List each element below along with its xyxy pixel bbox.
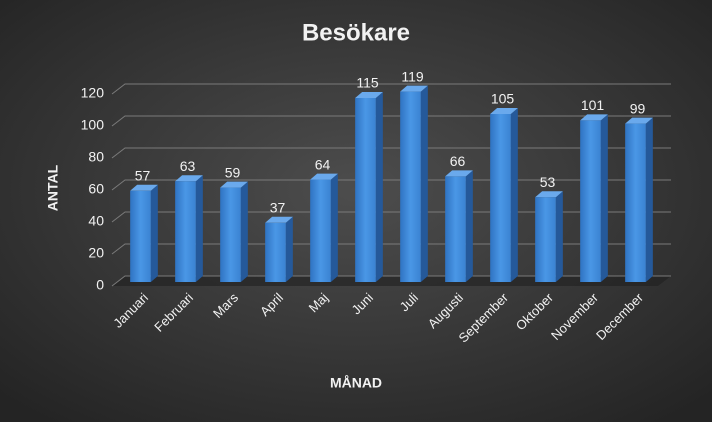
y-tick-label: 40: [88, 213, 104, 229]
data-label: 105: [491, 91, 515, 107]
floor: [112, 276, 671, 286]
y-tick-label: 60: [88, 181, 104, 197]
bar: [130, 190, 151, 282]
grid-line: [111, 147, 671, 159]
bar-top: [535, 191, 563, 198]
bar-top: [625, 117, 653, 124]
bar: [490, 114, 511, 282]
bar-top: [265, 216, 293, 223]
data-label: 64: [315, 156, 331, 172]
bar: [400, 91, 421, 282]
grid-line: [111, 211, 671, 223]
y-tick-label: 80: [88, 149, 104, 165]
grid-line: [111, 243, 671, 255]
x-axis-title: MÅNAD: [330, 375, 382, 391]
bar-top: [130, 184, 158, 191]
data-label: 53: [540, 174, 556, 190]
bar: [220, 187, 241, 282]
bar-side: [645, 117, 653, 282]
grid-line: [111, 179, 671, 191]
y-axis-title: ANTAL: [45, 164, 61, 211]
bar-top: [355, 92, 383, 98]
bar-side: [510, 108, 518, 282]
grid-line: [111, 83, 671, 95]
bar: [310, 179, 331, 282]
bar-top: [490, 108, 518, 114]
data-label: 57: [135, 168, 151, 184]
data-label: 119: [401, 68, 424, 84]
bar: [265, 222, 286, 282]
bar-top: [580, 114, 608, 121]
y-tick-label: 0: [96, 277, 104, 293]
bar-side: [465, 170, 473, 282]
data-label: 99: [630, 100, 646, 116]
bar-side: [600, 114, 608, 283]
bar: [445, 176, 466, 282]
data-label: 66: [450, 153, 466, 169]
bar-top: [220, 181, 248, 188]
bar: [625, 123, 646, 282]
y-tick-label: 100: [81, 117, 105, 133]
bar-top: [310, 173, 338, 180]
bar-side: [285, 216, 293, 282]
bar: [175, 181, 196, 282]
grid-line: [111, 275, 671, 287]
bar-side: [330, 173, 338, 282]
bar-side: [420, 85, 428, 282]
data-label: 115: [356, 75, 379, 91]
bar: [535, 197, 556, 282]
data-label: 59: [225, 164, 241, 180]
bar-side: [375, 92, 383, 282]
bar-side: [555, 191, 563, 282]
bar-side: [240, 181, 248, 282]
chart-title: Besökare: [302, 19, 410, 46]
bar: [355, 98, 376, 282]
bar-top: [445, 170, 473, 177]
bar: [580, 120, 601, 283]
data-label: 37: [270, 200, 286, 216]
data-label: 63: [180, 158, 196, 174]
y-tick-label: 20: [88, 245, 104, 261]
data-label: 101: [581, 97, 605, 113]
bar-top: [175, 175, 203, 182]
grid-line: [111, 115, 671, 127]
bar-top: [400, 85, 428, 92]
bar-side: [150, 184, 158, 282]
y-tick-label: 120: [81, 85, 105, 101]
bar-side: [195, 175, 203, 282]
